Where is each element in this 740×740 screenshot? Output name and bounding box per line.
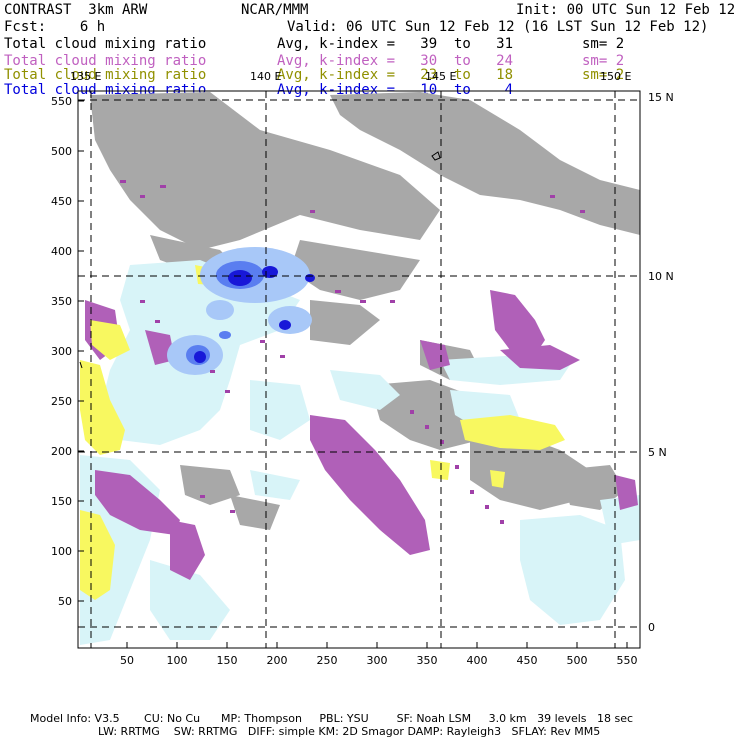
x-tick-label: 550 xyxy=(617,654,638,667)
x-tick-label: 500 xyxy=(567,654,588,667)
blue-cloud-field xyxy=(167,247,315,375)
y-tick-label: 300 xyxy=(51,345,72,358)
x-tick-label: 200 xyxy=(267,654,288,667)
model-info-line-1: Model Info: V3.5 CU: No Cu MP: Thompson … xyxy=(30,712,634,725)
x-tick-label: 400 xyxy=(467,654,488,667)
y-tick-label: 500 xyxy=(51,145,72,158)
y-tick-label: 450 xyxy=(51,195,72,208)
lat-label-5n: 5 N xyxy=(648,446,667,459)
forecast-hour: Fcst: 6 h xyxy=(4,19,106,35)
purple-speckles xyxy=(120,180,585,524)
y-axis: 550 500 450 400 350 300 250 200 150 100 50 xyxy=(51,95,84,608)
x-tick-label: 450 xyxy=(517,654,538,667)
lon-label-150: 150 E xyxy=(600,70,631,83)
field-sm-2: sm= 2 xyxy=(582,53,625,69)
field-range-3: Avg, k-index = 23 to 18 xyxy=(277,67,514,83)
x-tick-label: 250 xyxy=(317,654,338,667)
x-tick-label: 150 xyxy=(217,654,238,667)
map-frame xyxy=(77,90,641,649)
x-tick-label: 50 xyxy=(120,654,134,667)
field-sm-1: sm= 2 xyxy=(582,36,625,52)
lat-label-10n: 10 N xyxy=(648,270,674,283)
y-tick-label: 350 xyxy=(51,295,72,308)
lat-label-0: 0 xyxy=(648,621,655,634)
model-info-line-2: LW: RRTMG SW: RRTMG DIFF: simple KM: 2D … xyxy=(98,725,601,738)
island-outlines xyxy=(79,151,441,369)
x-tick-label: 300 xyxy=(367,654,388,667)
latlon-grid xyxy=(78,91,640,648)
valid-time: Valid: 06 UTC Sun 12 Feb 12 (16 LST Sun … xyxy=(287,19,709,35)
lat-label-15n: 15 N xyxy=(648,91,674,104)
field-range-1: Avg, k-index = 39 to 31 xyxy=(277,36,514,52)
y-tick-label: 50 xyxy=(58,595,72,608)
y-tick-label: 150 xyxy=(51,495,72,508)
field-name-1: Total cloud mixing ratio xyxy=(4,36,207,52)
field-sm-3: sm= 2 xyxy=(582,67,625,83)
x-tick-label: 100 xyxy=(167,654,188,667)
lon-label-135: 135 E xyxy=(70,70,101,83)
lon-label-140: 140 E xyxy=(250,70,281,83)
y-tick-label: 550 xyxy=(51,95,72,108)
product-title: CONTRAST 3km ARW xyxy=(4,2,148,18)
y-tick-label: 200 xyxy=(51,445,72,458)
field-name-3: Total cloud mixing ratio xyxy=(4,67,207,83)
field-name-2: Total cloud mixing ratio xyxy=(4,53,207,69)
x-axis: 50 100 150 200 250 300 350 400 450 500 550 xyxy=(120,642,638,667)
field-range-2: Avg, k-index = 30 to 24 xyxy=(277,53,514,69)
y-tick-label: 400 xyxy=(51,245,72,258)
x-tick-label: 350 xyxy=(417,654,438,667)
y-tick-label: 100 xyxy=(51,545,72,558)
y-tick-label: 250 xyxy=(51,395,72,408)
init-time: Init: 00 UTC Sun 12 Feb 12 xyxy=(516,2,736,18)
lon-label-145: 145 E xyxy=(425,70,456,83)
organization-label: NCAR/MMM xyxy=(241,2,309,18)
grey-cloud-field xyxy=(90,92,640,560)
